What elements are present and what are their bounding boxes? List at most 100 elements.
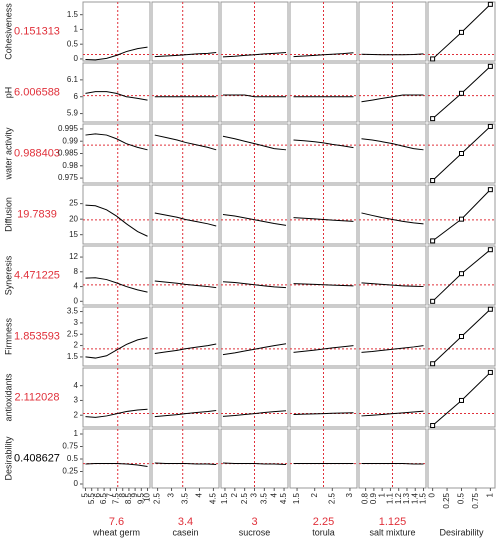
desirability-axis-name: Desirability [439, 527, 484, 537]
profile-curve [154, 409, 217, 418]
y-tick-label: 6.1 [67, 75, 79, 84]
response-value: 19.7839 [17, 208, 57, 220]
y-tick-label: 1.5 [67, 10, 79, 19]
y-tick-label: 20 [69, 214, 78, 223]
profile-curve [154, 462, 217, 465]
x-tick-label: 2.5 [327, 492, 336, 504]
panel [427, 184, 496, 245]
panel [82, 367, 151, 428]
x-tick-label: 9.5 [136, 492, 145, 504]
desirability-point [487, 247, 493, 253]
y-tick-label: 3.5 [67, 307, 79, 316]
panel [151, 306, 220, 367]
panel [82, 428, 151, 489]
response-name: Cohesiveness [3, 3, 13, 60]
y-tick-label: 15 [69, 230, 78, 239]
profile-curve [85, 91, 148, 101]
profile-curve [85, 133, 148, 151]
x-tick-label: 3 [250, 492, 259, 497]
panel [151, 367, 220, 428]
response-value: 0.408627 [14, 452, 60, 464]
y-tick-label: 1.5 [67, 352, 79, 361]
profile-curve [361, 94, 424, 103]
desirability-point [459, 216, 464, 222]
desirability-point [430, 423, 436, 429]
y-tick-label: 3 [74, 396, 79, 405]
desirability-point [487, 1, 493, 7]
desirability-point [430, 298, 436, 304]
desirability-point [487, 63, 493, 69]
x-tick-label: 8.5 [124, 492, 133, 504]
panel [82, 306, 151, 367]
profile-curve [154, 343, 217, 355]
desirability-point [487, 187, 493, 193]
x-tick-label: 1.5 [292, 492, 301, 504]
profile-curve [85, 337, 148, 359]
y-tick-label: 5.9 [67, 109, 79, 118]
x-tick-label: 1.2 [394, 492, 403, 504]
profile-curve [293, 52, 354, 58]
response-name: Syneresis [3, 255, 13, 295]
profile-curve [222, 214, 287, 226]
x-tick-label: 2.5 [153, 492, 162, 504]
x-tick-label: 0.9 [369, 492, 378, 504]
x-tick-label: 2 [230, 492, 239, 497]
x-tick-label: 1.4 [410, 492, 419, 504]
x-tick-label: 1 [377, 492, 386, 497]
desirability-point [430, 56, 436, 62]
panel [427, 62, 496, 123]
x-tick-label: 7.5 [112, 492, 121, 504]
panel [151, 62, 220, 123]
x-tick-label: 3 [345, 492, 354, 497]
factor-name: salt mixture [369, 527, 415, 537]
profile-curve [361, 463, 424, 465]
x-tick-label: 1.5 [220, 492, 229, 504]
profile-curve [85, 46, 148, 61]
y-tick-label: 3 [74, 318, 79, 327]
x-tick-label: 4.5 [209, 492, 218, 504]
profile-curve [85, 204, 148, 237]
response-name: Desirability [3, 436, 13, 481]
x-tick-label: 0 [428, 492, 437, 497]
y-tick-label: 0.99 [62, 136, 78, 145]
panel [151, 184, 220, 245]
y-tick-label: 0.975 [58, 173, 79, 182]
panel [427, 367, 496, 428]
x-tick-label: 4 [269, 492, 278, 497]
profile-curve [293, 217, 354, 222]
response-name: water activity [3, 127, 13, 181]
response-name: pH [3, 87, 13, 99]
x-tick-label: 1.3 [402, 492, 411, 504]
y-tick-label: 0 [74, 479, 79, 488]
y-tick-label: 2.5 [67, 329, 79, 338]
response-name: Firmness [3, 318, 13, 356]
desirability-point [430, 178, 436, 184]
profile-curve [293, 139, 354, 149]
panel [427, 123, 496, 184]
panel [151, 123, 220, 184]
x-tick-label: 6.5 [99, 492, 108, 504]
profile-curve [293, 283, 354, 287]
profile-curve [361, 282, 424, 288]
factor-value: 1.125 [379, 516, 407, 528]
x-tick-label: 1 [485, 492, 494, 497]
y-tick-label: 0.75 [62, 442, 78, 451]
response-value: 0.151313 [14, 25, 60, 37]
x-tick-label: 0.75 [471, 492, 480, 508]
x-tick-label: 9 [130, 492, 139, 497]
factor-value: 3 [251, 516, 257, 528]
desirability-point [430, 116, 436, 122]
desirability-point [459, 397, 464, 403]
desirability-point [459, 29, 464, 35]
y-tick-label: 0.985 [58, 149, 79, 158]
x-tick-label: 10 [143, 492, 152, 501]
desirability-point [487, 123, 493, 129]
profile-curve [154, 280, 217, 289]
x-tick-label: 1.5 [419, 492, 428, 504]
x-tick-label: 2 [310, 492, 319, 497]
panel [427, 245, 496, 306]
panel [427, 428, 496, 489]
desirability-point [430, 238, 436, 244]
